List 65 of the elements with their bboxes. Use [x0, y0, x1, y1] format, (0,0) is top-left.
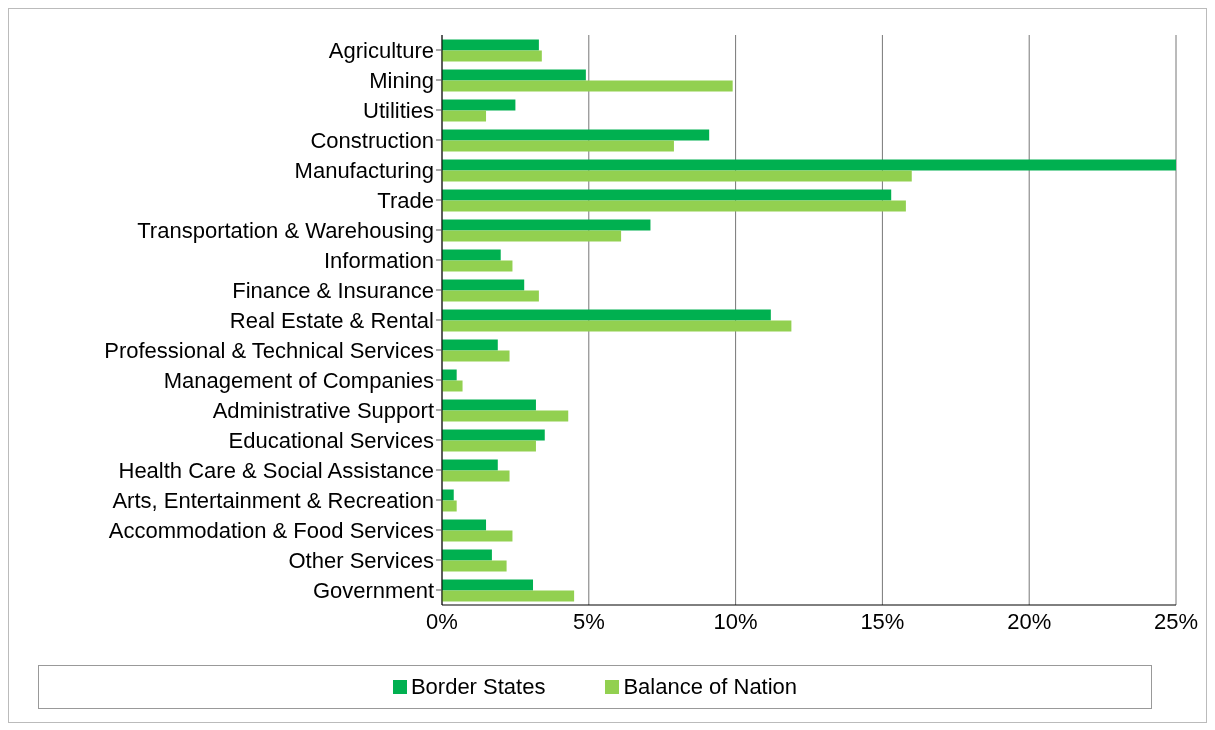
y-tick-label: Health Care & Social Assistance — [118, 457, 434, 483]
bar — [442, 99, 516, 111]
legend-label: Border States — [409, 674, 546, 700]
bar — [442, 110, 487, 122]
bar — [442, 410, 569, 422]
bar — [442, 380, 463, 392]
y-tick-label: Information — [323, 247, 434, 273]
x-tick-label: 0% — [426, 608, 458, 634]
bar — [442, 440, 536, 452]
y-tick-label: Administrative Support — [212, 397, 434, 423]
y-tick-label: Trade — [377, 187, 434, 213]
bar — [442, 309, 771, 321]
bar — [442, 129, 710, 141]
bar — [442, 429, 545, 441]
y-tick-label: Management of Companies — [163, 367, 434, 393]
bar — [442, 260, 513, 272]
bar — [442, 590, 575, 602]
bar — [442, 470, 510, 482]
bar — [442, 339, 498, 351]
x-tick-label: 5% — [572, 608, 605, 634]
y-tick-label: Transportation & Warehousing — [137, 217, 434, 243]
x-tick-label: 25% — [1153, 608, 1199, 634]
bar — [442, 290, 539, 302]
bar — [442, 489, 454, 501]
y-tick-label: Accommodation & Food Services — [108, 517, 434, 543]
x-tick-label: 10% — [713, 608, 758, 634]
bar — [442, 219, 651, 231]
bar — [442, 200, 906, 212]
y-tick-label: Professional & Technical Services — [104, 337, 434, 363]
bar — [442, 69, 586, 81]
bar — [442, 549, 492, 561]
y-tick-label: Utilities — [363, 97, 434, 123]
y-tick-label: Arts, Entertainment & Recreation — [112, 487, 434, 513]
bar — [442, 530, 513, 542]
y-tick-label: Construction — [310, 127, 434, 153]
bar — [442, 39, 539, 51]
x-tick-label: 20% — [1007, 608, 1052, 634]
bar — [442, 80, 733, 92]
y-tick-label: Manufacturing — [294, 157, 434, 183]
bar — [442, 249, 501, 261]
bar — [442, 500, 457, 512]
bar — [442, 189, 892, 201]
bar — [442, 560, 507, 572]
y-tick-label: Real Estate & Rental — [229, 307, 434, 333]
bar — [442, 50, 542, 62]
bar — [442, 399, 536, 411]
bar — [442, 230, 622, 242]
y-tick-label: Agriculture — [328, 37, 434, 63]
bar — [442, 519, 487, 531]
y-tick-label: Finance & Insurance — [232, 277, 434, 303]
y-tick-label: Mining — [369, 67, 434, 93]
bar — [442, 279, 525, 291]
bar — [442, 170, 912, 182]
y-tick-label: Government — [312, 577, 434, 603]
bar — [442, 320, 792, 332]
x-tick-label: 15% — [860, 608, 905, 634]
bar — [442, 350, 510, 362]
bar — [442, 459, 498, 471]
bar — [442, 140, 674, 152]
y-tick-label: Other Services — [288, 547, 434, 573]
bar — [442, 369, 457, 381]
legend-label: Balance of Nation — [622, 674, 798, 700]
y-tick-label: Educational Services — [228, 427, 434, 453]
bar — [442, 579, 534, 591]
bar — [442, 159, 1176, 171]
